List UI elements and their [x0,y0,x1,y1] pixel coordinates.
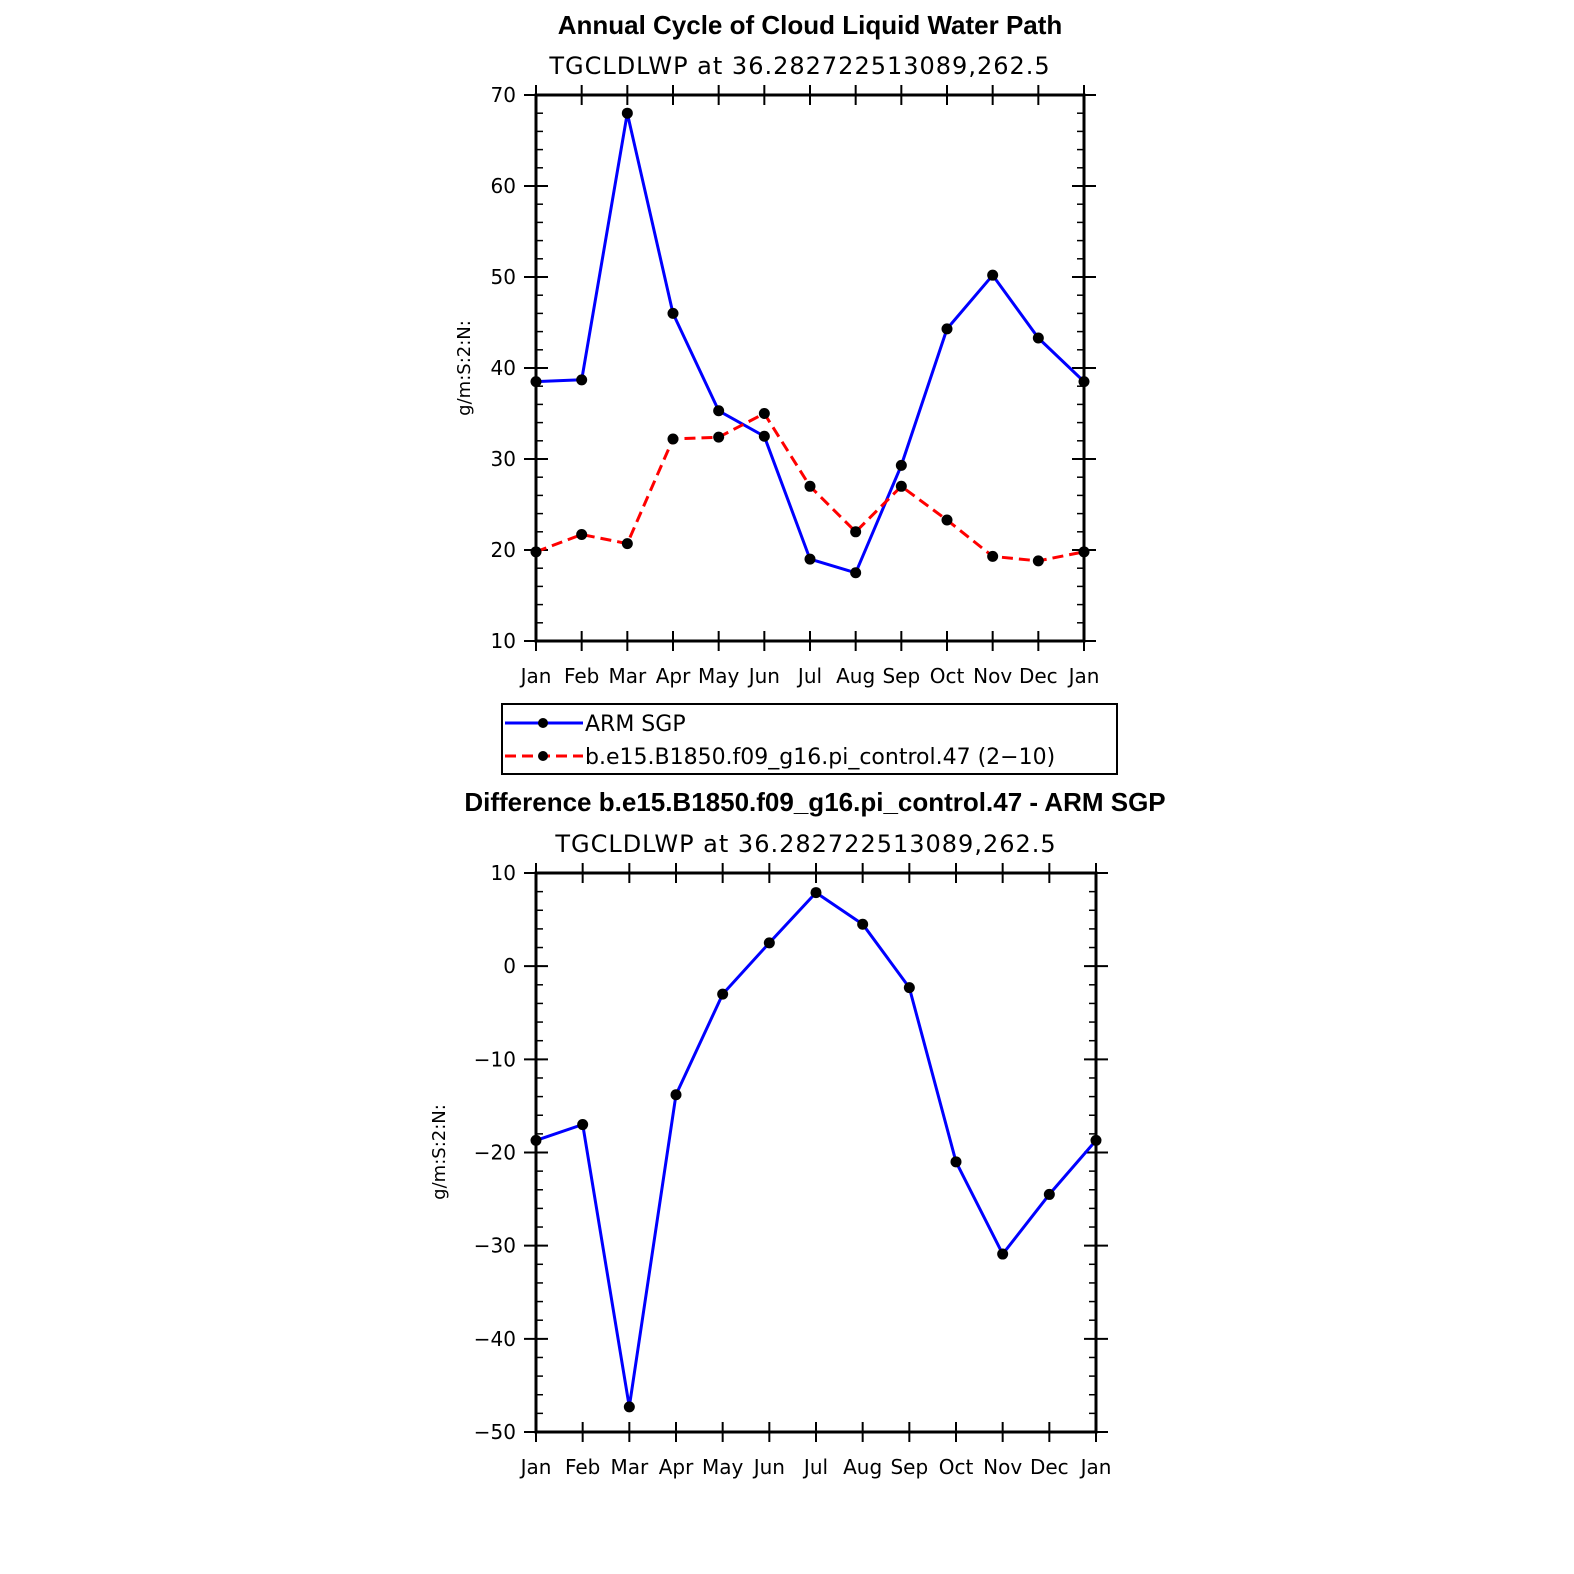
chart1-y-tick-label: 20 [491,538,516,562]
chart1-series-0-point [576,374,588,386]
chart1-series-0-point [941,323,953,335]
chart1-series-0-point [713,405,725,417]
chart2-plot-area: Jan Feb Mar Apr May Jun Jul Aug Sep Oct Nov Dec Jan−… [474,861,1112,1479]
chart1-title: Annual Cycle of Cloud Liquid Water Path [558,10,1063,40]
chart2-series-0-point [577,1119,589,1131]
chart1-y-tick-label: 50 [491,265,516,289]
chart2-series-0-point [1043,1188,1055,1200]
chart1-x-tick-label: Feb [564,664,599,688]
chart1-series-0-point [1078,376,1090,388]
chart2-x-tick-label: Apr [659,1455,694,1479]
chart2-x-tick-label: Oct [939,1455,974,1479]
chart1-legend: ARM SGP b.e15.B1850.f09_g16.pi_control.4… [501,703,1118,775]
chart2-x-tick-label: Jan [1079,1455,1112,1479]
chart2-x-tick-label: Jan [519,1455,552,1479]
chart1-x-tick-label: May [698,664,740,688]
chart1-series-0-line [535,111,1086,575]
chart2-series-0-point [810,887,822,899]
chart2-series-0-point [670,1089,682,1101]
chart1-x-tick-label: Apr [656,664,691,688]
chart1-x-tick-label: Jul [796,664,822,688]
chart1-series-1-point [713,431,725,443]
chart1-series-0-point [621,107,633,119]
chart2-series-0-point [763,937,775,949]
chart1-series-1-point [850,526,862,538]
chart2-y-axis-label: g/m:S:2:N: [429,1104,450,1200]
chart2-y-tick-label: −50 [474,1420,516,1444]
chart2-series-0-point [623,1401,635,1413]
chart1-series-1-point [621,538,633,550]
chart1-series-0-point [530,376,542,388]
chart1-series-1-point [804,480,816,492]
chart1-series-0-point [804,553,816,565]
chart2-x-tick-label: Mar [610,1455,649,1479]
chart1-x-tick-label: Sep [882,664,920,688]
chart1-x-tick-label: Aug [836,664,875,688]
chart2-series-0-point [1090,1134,1102,1146]
chart1-subtitle: TGCLDLWP at 36.282722513089,262.5 [548,52,1050,80]
legend-label-arm-sgp: ARM SGP [585,712,686,737]
chart1-series-0-point [758,430,770,442]
chart1-series-1-point [530,546,542,558]
chart2-x-tick-label: Aug [843,1455,882,1479]
chart2-series-0-point [903,982,915,994]
legend-label-model: b.e15.B1850.f09_g16.pi_control.47 (2−10) [585,745,1055,770]
chart2-y-tick-label: −30 [474,1234,516,1258]
chart2-x-tick-label: Dec [1030,1455,1069,1479]
chart2-series-0-point [717,988,729,1000]
chart2-subtitle: TGCLDLWP at 36.282722513089,262.5 [554,830,1056,858]
chart2-x-tick-label: Nov [983,1455,1022,1479]
chart2-series-0-point [530,1134,542,1146]
chart2-x-tick-label: Sep [890,1455,928,1479]
chart1-y-tick-label: 30 [491,447,516,471]
chart1-y-tick-label: 40 [491,356,516,380]
chart1-x-tick-label: Dec [1019,664,1058,688]
chart2-series-0-point [997,1248,1009,1260]
chart1-series-1-point [895,480,907,492]
chart1-x-tick-label: Jan [519,664,552,688]
chart2-y-tick-label: 10 [491,861,516,885]
chart2-series-0-point [950,1156,962,1168]
chart2-y-tick-label: 0 [503,954,516,978]
legend-box [501,703,1118,775]
chart2-x-tick-label: Jun [752,1455,785,1479]
chart2-y-tick-label: −40 [474,1327,516,1351]
chart1-y-tick-label: 70 [491,83,516,107]
legend-marker-model [538,751,548,761]
chart1-series-0-point [1032,332,1044,344]
chart2-series-0-point [857,918,869,930]
chart2-title: Difference b.e15.B1850.f09_g16.pi_contro… [464,787,1165,817]
chart1-x-tick-label: Jun [747,664,780,688]
chart1-series-0-point [850,567,862,579]
chart1-y-tick-label: 60 [491,174,516,198]
chart1-plot-area: Jan Feb Mar Apr May Jun Jul Aug Sep Oct Nov Dec Jan1… [491,83,1100,688]
chart1-series-1-point [576,529,588,541]
chart1-x-tick-label: Mar [608,664,647,688]
chart1-x-tick-label: Oct [930,664,965,688]
chart1-series-0-point [667,307,679,319]
chart2-x-tick-label: May [702,1455,744,1479]
chart2-series-0-line [535,891,1098,1409]
chart2-y-tick-label: −10 [474,1047,516,1071]
chart1-series-1-point [987,550,999,562]
legend-marker-arm-sgp [538,718,548,728]
chart2-y-tick-label: −20 [474,1141,516,1165]
chart2-x-tick-label: Feb [565,1455,600,1479]
chart1-series-1-point [1032,555,1044,567]
chart1-series-1-point [758,408,770,419]
chart1-y-tick-label: 10 [491,629,516,653]
chart1-series-1-point [1078,546,1090,558]
chart1-series-1-point [667,433,679,445]
chart1-series-0-point [987,269,999,281]
chart1-x-tick-label: Nov [973,664,1012,688]
chart1-series-1-point [941,514,953,526]
chart1-x-tick-label: Jan [1067,664,1100,688]
chart1-series-0-point [895,459,907,471]
chart2-x-tick-label: Jul [802,1455,828,1479]
chart1-y-axis-label: g/m:S:2:N: [454,320,475,416]
